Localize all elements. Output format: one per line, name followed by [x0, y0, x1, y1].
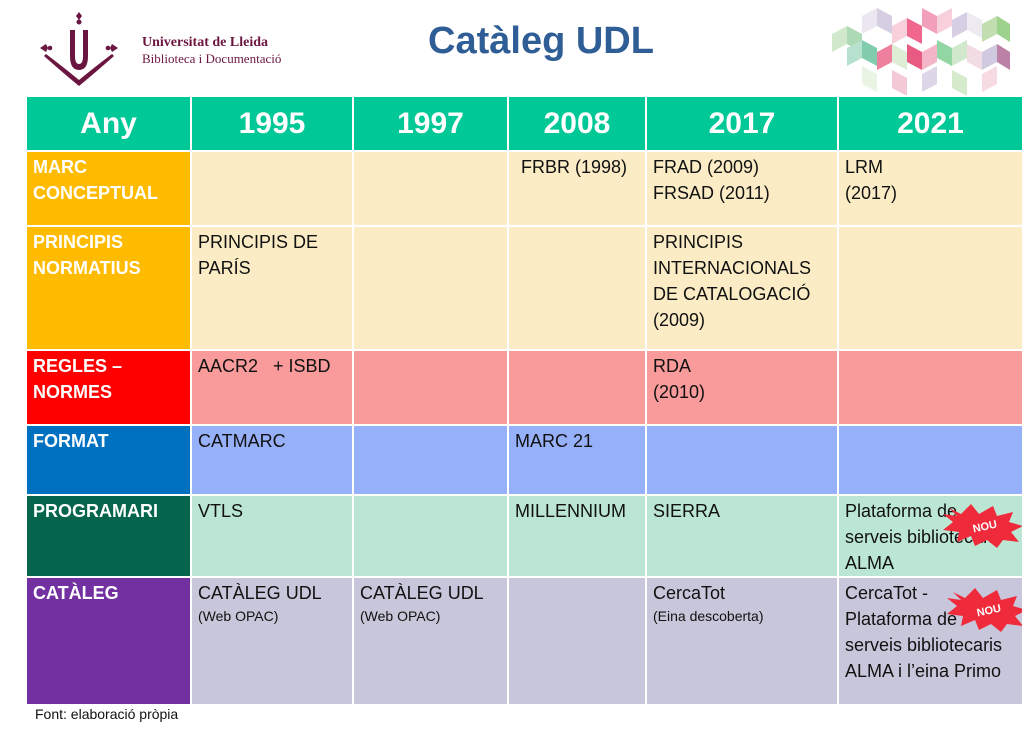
table-cell: [190, 150, 354, 227]
table-cell: VTLS: [190, 494, 354, 578]
new-badge-label: NOU: [972, 519, 998, 536]
cell-text: CATÀLEG UDL: [198, 583, 322, 603]
source-footer: Font: elaboració pròpia: [35, 706, 179, 722]
table-cell: CATÀLEG UDL (Web OPAC): [190, 576, 354, 706]
column-header: 1997: [352, 95, 509, 152]
cell-note: (Eina descoberta): [653, 608, 764, 624]
table-cell: [352, 225, 509, 351]
udl-logo-icon: [40, 12, 118, 86]
row-label-marc-conceptual: MARC CONCEPTUAL: [25, 150, 192, 227]
table-cell: [507, 349, 647, 426]
table-row: FORMAT CATMARC MARC 21: [25, 424, 1024, 496]
column-header: 2017: [645, 95, 839, 152]
table-cell: [837, 424, 1024, 496]
table-cell: [837, 349, 1024, 426]
table-cell: FRAD (2009) FRSAD (2011): [645, 150, 839, 227]
table-cell: AACR2 + ISBD: [190, 349, 354, 426]
page-title: Catàleg UDL: [428, 20, 654, 62]
table-cell: [507, 576, 647, 706]
new-badge-icon: NOU: [947, 588, 1021, 632]
column-header: 1995: [190, 95, 354, 152]
table-cell: [645, 424, 839, 496]
table-cell-alma: Plataforma de serveis bibliotecaris ALMA…: [837, 494, 1024, 578]
row-label-principis-normatius: PRINCIPIS NORMATIUS: [25, 225, 192, 351]
decorative-mosaic: [832, 8, 1010, 96]
university-line2: Biblioteca i Documentació: [142, 51, 282, 66]
table-cell: SIERRA: [645, 494, 839, 578]
cell-text: CATÀLEG UDL: [360, 583, 484, 603]
table-cell: CercaTot (Eina descoberta): [645, 576, 839, 706]
table-cell: LRM (2017): [837, 150, 1024, 227]
table-cell: [352, 150, 509, 227]
cell-text: CercaTot - Plataforma de serveis bibliot…: [845, 583, 1003, 681]
column-header: Any: [25, 95, 192, 152]
cell-text: Plataforma de serveis bibliotecaris ALMA: [845, 501, 1003, 573]
row-label-programari: PROGRAMARI: [25, 494, 192, 578]
row-label-format: FORMAT: [25, 424, 192, 496]
table-cell: PRINCIPIS DE PARÍS: [190, 225, 354, 351]
new-badge-label: NOU: [976, 603, 1002, 620]
table-header-row: Any 1995 1997 2008 2017 2021: [25, 95, 1024, 152]
table-cell: [352, 494, 509, 578]
table-row: REGLES – NORMES AACR2 + ISBD RDA (2010): [25, 349, 1024, 426]
new-badge-icon: NOU: [943, 504, 1021, 548]
catalog-timeline-table: Any 1995 1997 2008 2017 2021 MARC CONCEP…: [25, 95, 1024, 706]
cell-note: (Web OPAC): [360, 608, 441, 624]
table-cell: [352, 349, 509, 426]
column-header: 2008: [507, 95, 647, 152]
table-row: PROGRAMARI VTLS MILLENNIUM SIERRA Plataf…: [25, 494, 1024, 578]
table-cell: [507, 225, 647, 351]
cell-text: CercaTot: [653, 583, 726, 603]
table-row: CATÀLEG CATÀLEG UDL (Web OPAC) CATÀLEG U…: [25, 576, 1024, 706]
table-cell-cercatot-alma: CercaTot - Plataforma de serveis bibliot…: [837, 576, 1024, 706]
table-cell: FRBR (1998): [507, 150, 647, 227]
table-cell: [352, 424, 509, 496]
table-cell: CATMARC: [190, 424, 354, 496]
column-header: 2021: [837, 95, 1024, 152]
university-name: Universitat de Lleida Biblioteca i Docum…: [142, 35, 281, 66]
table-cell: MILLENNIUM: [507, 494, 647, 578]
table-cell: [837, 225, 1024, 351]
table-row: PRINCIPIS NORMATIUS PRINCIPIS DE PARÍS P…: [25, 225, 1024, 351]
table-cell: RDA (2010): [645, 349, 839, 426]
table-cell: PRINCIPIS INTERNACIONALS DE CATALOGACIÓ …: [645, 225, 839, 351]
table-cell: CATÀLEG UDL (Web OPAC): [352, 576, 509, 706]
table-cell: MARC 21: [507, 424, 647, 496]
cell-note: (Web OPAC): [198, 608, 279, 624]
row-label-regles-normes: REGLES – NORMES: [25, 349, 192, 426]
university-line1: Universitat de Lleida: [142, 35, 268, 50]
row-label-cataleg: CATÀLEG: [25, 576, 192, 706]
table-row: MARC CONCEPTUAL FRBR (1998) FRAD (2009) …: [25, 150, 1024, 227]
